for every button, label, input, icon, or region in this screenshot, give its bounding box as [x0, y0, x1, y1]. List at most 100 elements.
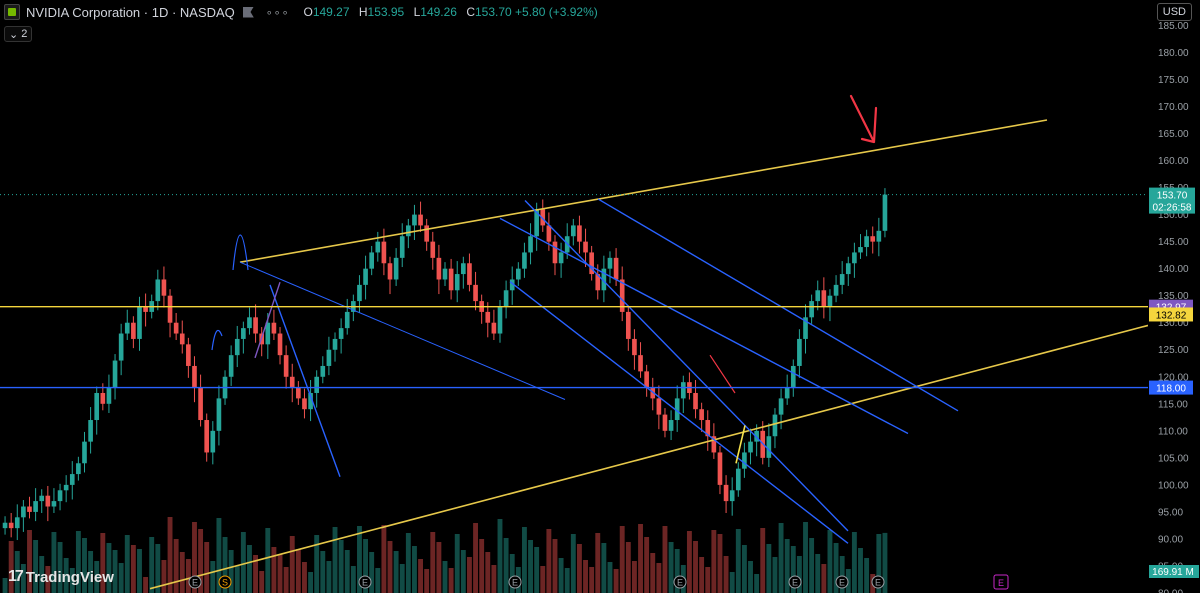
volume-bar: [155, 544, 161, 593]
earnings-marker: [358, 575, 372, 589]
volume-bar: [705, 567, 711, 593]
blue-trendline: [499, 217, 909, 435]
candle-body: [216, 398, 222, 431]
candle-body: [277, 333, 283, 356]
volume-bar: [558, 558, 564, 593]
more-options-icon[interactable]: ∘∘∘: [265, 6, 290, 19]
candle-body: [619, 279, 625, 312]
price-tick-label: 165.00: [1158, 129, 1189, 140]
candle-body: [754, 430, 759, 442]
candle-body: [393, 257, 399, 280]
symbol-title[interactable]: NVIDIA Corporation · 1D · NASDAQ: [26, 4, 235, 20]
candle-body: [69, 474, 75, 485]
lower-channel-line: [149, 324, 1149, 590]
candle-body: [332, 338, 338, 350]
future-earnings-marker: [993, 574, 1009, 590]
candle-body: [253, 317, 258, 334]
hand-drawn-arc: [211, 329, 223, 351]
candle-body: [112, 360, 118, 388]
candle-body: [344, 311, 350, 329]
nvidia-logo-icon: [4, 4, 20, 20]
close-value: 153.70 +5.80 (+3.92%): [474, 5, 598, 19]
volume-bar: [803, 522, 808, 593]
candle-body: [210, 430, 216, 453]
indicators-collapse-button[interactable]: ⌄ 2: [4, 26, 33, 42]
trendline-drawings: [149, 94, 1149, 590]
candle-body: [821, 290, 827, 307]
volume-bar: [821, 564, 827, 593]
candle-body: [852, 252, 857, 264]
volume-bar: [656, 563, 662, 593]
candle-body: [308, 392, 313, 410]
candle-body: [161, 279, 167, 296]
volume-bar: [595, 533, 601, 593]
tradingview-logo-icon: 17: [8, 568, 24, 585]
volume-bar: [277, 554, 283, 593]
earnings-marker-label: E: [677, 578, 683, 588]
volume-bar: [418, 559, 424, 593]
candle-body: [283, 355, 289, 377]
volume-bar: [204, 542, 210, 593]
volume-bar: [344, 550, 350, 593]
candle-body: [454, 274, 460, 291]
volume-bar: [2, 578, 8, 593]
candle-body: [357, 284, 362, 302]
price-axis[interactable]: 185.00180.00175.00170.00165.00160.00155.…: [1148, 0, 1200, 593]
volume-bar: [210, 561, 216, 593]
price-tick-label: 95.00: [1158, 507, 1183, 518]
volume-bar: [491, 565, 497, 593]
candle-body: [601, 268, 607, 291]
volume-bar: [14, 551, 20, 593]
ohlc-readout: O149.27 H153.95 L149.26 C153.70 +5.80 (+…: [303, 5, 598, 19]
candle-body: [607, 257, 613, 269]
volume-bar: [75, 531, 81, 593]
currency-selector[interactable]: USD: [1156, 3, 1192, 21]
volume-bar: [387, 541, 393, 593]
price-axis-bg: [1148, 0, 1200, 593]
volume-bar: [88, 551, 94, 593]
volume-bar: [149, 537, 155, 593]
volume-bar: [8, 541, 14, 593]
volume-bar: [424, 569, 430, 593]
volume-bar: [772, 557, 778, 593]
candle-body: [583, 241, 588, 253]
candle-body: [234, 338, 240, 356]
volume-bar: [326, 561, 332, 593]
candle-body: [797, 338, 802, 366]
candle-body: [88, 420, 93, 442]
volume-bar: [369, 552, 375, 593]
volume-bar: [314, 535, 320, 593]
volume-bar: [748, 561, 753, 593]
candle-body: [516, 268, 521, 280]
candle-body: [406, 225, 411, 237]
volume-bar: [173, 539, 179, 593]
price-line-tag: [1149, 380, 1193, 395]
volume-bar: [778, 523, 784, 593]
candlestick-series: [2, 188, 888, 541]
volume-bar: [625, 542, 631, 593]
volume-bar: [137, 549, 142, 593]
volume-bar: [583, 560, 588, 593]
blue-trendline: [524, 200, 849, 532]
candle-body: [473, 284, 478, 302]
chevron-down-icon: ⌄: [9, 28, 19, 41]
volume-bar: [381, 525, 387, 593]
candle-body: [632, 338, 637, 356]
candle-body: [858, 247, 863, 253]
price-tick-label: 100.00: [1158, 480, 1189, 491]
horizontal-price-lines: [0, 194, 1148, 389]
candle-body: [137, 306, 142, 339]
candle-body: [131, 322, 136, 339]
volume-bar: [521, 527, 527, 593]
flag-icon[interactable]: [242, 6, 254, 18]
volume-bar: [302, 562, 307, 593]
hand-drawn-arc: [232, 234, 249, 271]
volume-bar: [729, 572, 735, 593]
candle-body: [124, 322, 130, 334]
candle-body: [815, 290, 821, 302]
candle-body: [778, 398, 784, 415]
tradingview-watermark[interactable]: 17 TradingView: [8, 568, 114, 586]
candle-body: [870, 236, 876, 242]
